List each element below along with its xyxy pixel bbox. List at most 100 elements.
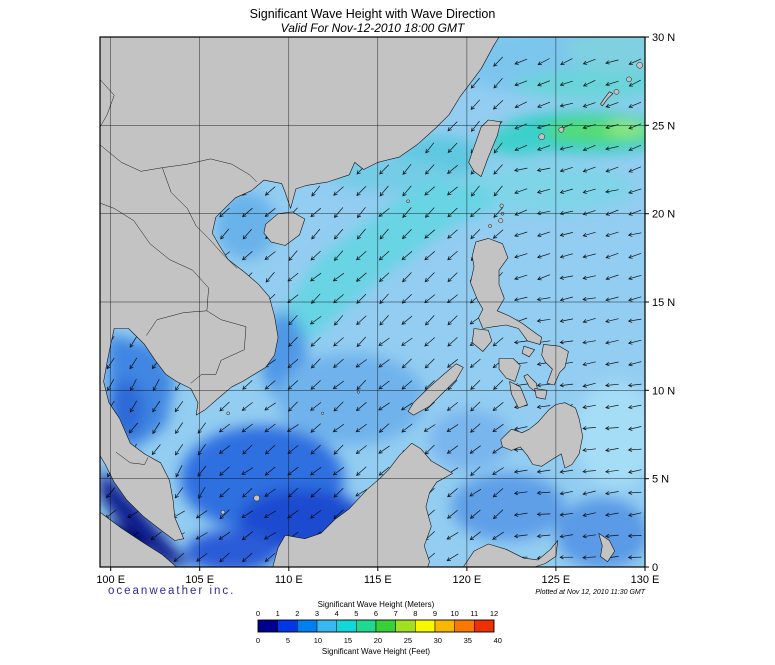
lat-tick-label: 15 N bbox=[652, 297, 675, 309]
colorbar-feet-tick: 20 bbox=[374, 636, 382, 645]
lon-tick-label: 125 E bbox=[542, 574, 571, 586]
island-dot bbox=[498, 218, 504, 224]
colorbar-meters-tick: 9 bbox=[433, 609, 437, 618]
colorbar-segment bbox=[257, 619, 278, 633]
colorbar-segment bbox=[395, 619, 416, 633]
colorbar-feet-tick: 10 bbox=[314, 636, 322, 645]
plotted-timestamp: Plotted at Nov 12, 2010 11:30 GMT bbox=[535, 589, 645, 596]
colorbar-outline bbox=[257, 619, 495, 633]
land-polygon bbox=[500, 402, 584, 469]
chart-title: Significant Wave Height with Wave Direct… bbox=[249, 7, 496, 21]
colorbar-segment bbox=[474, 619, 495, 633]
colorbar-segment bbox=[356, 619, 377, 633]
map-area bbox=[100, 37, 645, 567]
colorbar-meters-label: Significant Wave Height (Meters) bbox=[317, 600, 435, 609]
border-line bbox=[190, 310, 247, 384]
colorbar-meters-tick: 5 bbox=[354, 609, 358, 618]
colorbar-feet-tick: 0 bbox=[256, 636, 260, 645]
lat-tick-label: 25 N bbox=[652, 120, 675, 132]
axis-ticks-labels: 100 E 105 E 110 E 115 E 120 E 125 E 130 E 30 N 2… bbox=[96, 32, 675, 586]
island-dot bbox=[626, 76, 632, 83]
wave-height-patch bbox=[215, 192, 277, 260]
colorbar-feet-tick: 5 bbox=[286, 636, 290, 645]
wave-height-patch bbox=[327, 157, 450, 193]
colorbar-feet-label: Significant Wave Height (Feet) bbox=[321, 647, 431, 656]
small-islands bbox=[220, 62, 643, 515]
border-line bbox=[114, 208, 209, 336]
colorbar-feet-tick: 15 bbox=[344, 636, 352, 645]
island-dot bbox=[538, 133, 545, 141]
island-dot bbox=[636, 62, 643, 69]
chart-valid-time: Valid For Nov-12-2010 18:00 GMT bbox=[280, 21, 465, 35]
border-line bbox=[162, 167, 238, 269]
colorbar-meters-tick: 6 bbox=[374, 609, 378, 618]
border-line bbox=[100, 144, 257, 183]
colorbar-segment bbox=[375, 619, 396, 633]
wave-height-patch bbox=[276, 180, 496, 341]
lat-tick-label: 30 N bbox=[652, 32, 675, 44]
wave-height-patch bbox=[515, 68, 645, 101]
lon-tick-label: 130 E bbox=[631, 574, 660, 586]
land-polygon bbox=[541, 344, 569, 386]
border-line bbox=[100, 202, 115, 209]
island-dot bbox=[226, 411, 230, 416]
island-dot bbox=[499, 203, 504, 208]
wave-height-patch bbox=[556, 498, 645, 567]
country-borders bbox=[100, 79, 257, 465]
island-dot bbox=[356, 390, 360, 394]
lat-tick-label: 5 N bbox=[652, 474, 669, 486]
land-polygon bbox=[100, 511, 177, 567]
colorbar-feet-tick: 35 bbox=[464, 636, 472, 645]
colorbar-meters-tick: 8 bbox=[413, 609, 417, 618]
land-polygon bbox=[471, 328, 493, 352]
land-polygon bbox=[521, 345, 535, 358]
colorbar-segment bbox=[454, 619, 475, 633]
lon-tick-label: 115 E bbox=[364, 574, 392, 586]
border-line bbox=[115, 451, 149, 465]
land-polygon bbox=[407, 363, 464, 416]
land-polygon bbox=[598, 533, 616, 563]
lat-tick-label: 10 N bbox=[652, 385, 675, 397]
wave-height-patch bbox=[605, 120, 645, 137]
land-polygon bbox=[534, 388, 548, 400]
latlon-grid bbox=[100, 37, 645, 567]
wave-height-patch bbox=[429, 409, 512, 470]
colorbar-segment bbox=[415, 619, 436, 633]
colorbar-meters-tick: 7 bbox=[394, 609, 398, 618]
island-dot bbox=[321, 411, 325, 415]
colorbar-meters-tick: 1 bbox=[276, 609, 280, 618]
colorbar-meters-tick: 4 bbox=[335, 609, 339, 618]
colorbar: 0 1 2 3 4 5 6 7 8 9 10 11 120 5 10 15 20 25 30 35 40 bbox=[256, 609, 502, 645]
land-polygon bbox=[468, 119, 502, 177]
colorbar-segment bbox=[434, 619, 455, 633]
colorbar-feet-tick: 40 bbox=[494, 636, 502, 645]
colorbar-feet-tick: 25 bbox=[404, 636, 412, 645]
lon-tick-label: 110 E bbox=[275, 574, 303, 586]
land-polygon bbox=[272, 442, 453, 567]
colorbar-meters-tick: 11 bbox=[470, 609, 478, 618]
land-polygon bbox=[470, 238, 543, 345]
colorbar-segment bbox=[316, 619, 337, 633]
lon-tick-label: 105 E bbox=[185, 574, 214, 586]
island-dot bbox=[488, 224, 492, 228]
wave-height-patch bbox=[484, 126, 553, 157]
wave-height-patch bbox=[450, 473, 565, 541]
lat-tick-label: 20 N bbox=[652, 209, 675, 221]
island-dot bbox=[220, 509, 226, 515]
land-polygon bbox=[498, 358, 521, 382]
land-polygon bbox=[600, 91, 614, 107]
colorbar-feet-tick: 30 bbox=[434, 636, 442, 645]
wave-height-patch bbox=[457, 164, 637, 214]
island-dot bbox=[406, 199, 410, 204]
colorbar-meters-tick: 2 bbox=[295, 609, 299, 618]
wave-height-patch bbox=[276, 353, 426, 446]
colorbar-meters-tick: 0 bbox=[256, 609, 260, 618]
colorbar-meters-tick: 12 bbox=[490, 609, 498, 618]
land-polygon bbox=[509, 381, 528, 409]
colorbar-segment bbox=[336, 619, 357, 633]
oceanweather-credit: oceanweather inc. bbox=[108, 585, 236, 597]
wave-height-patch bbox=[185, 529, 279, 567]
island-dot bbox=[558, 127, 565, 133]
